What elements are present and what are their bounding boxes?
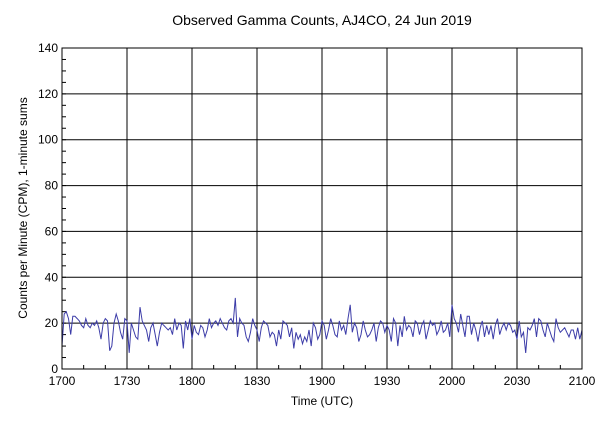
y-tick-label: 40 xyxy=(45,270,59,284)
x-axis: 1700 1730 1800 1830 1900 1930 2000 2030 2100 xyxy=(49,365,596,388)
y-tick-label: 100 xyxy=(38,133,58,147)
y-tick-label: 140 xyxy=(38,41,58,55)
y-axis: 0 20 40 60 80 100 120 140 xyxy=(38,41,66,376)
x-tick-label: 2100 xyxy=(569,374,596,388)
x-axis-label: Time (UTC) xyxy=(291,394,353,408)
x-tick-label: 1800 xyxy=(179,374,206,388)
y-tick-label: 0 xyxy=(51,362,58,376)
series-line xyxy=(61,297,583,353)
x-tick-label: 1930 xyxy=(374,374,401,388)
x-tick-label: 1900 xyxy=(309,374,336,388)
plot-frame xyxy=(61,47,583,370)
y-tick-label: 60 xyxy=(45,224,59,238)
y-tick-label: 80 xyxy=(45,179,59,193)
y-axis-label: Counts per Minute (CPM), 1-minute sums xyxy=(16,97,30,318)
x-tick-label: 2000 xyxy=(439,374,466,388)
x-tick-label: 2030 xyxy=(504,374,531,388)
x-tick-label: 1830 xyxy=(244,374,271,388)
grid xyxy=(61,47,583,370)
x-tick-label: 1730 xyxy=(114,374,141,388)
chart-title: Observed Gamma Counts, AJ4CO, 24 Jun 201… xyxy=(172,12,472,28)
y-tick-label: 120 xyxy=(38,87,58,101)
x-tick-label: 1700 xyxy=(49,374,76,388)
y-tick-label: 20 xyxy=(45,316,59,330)
